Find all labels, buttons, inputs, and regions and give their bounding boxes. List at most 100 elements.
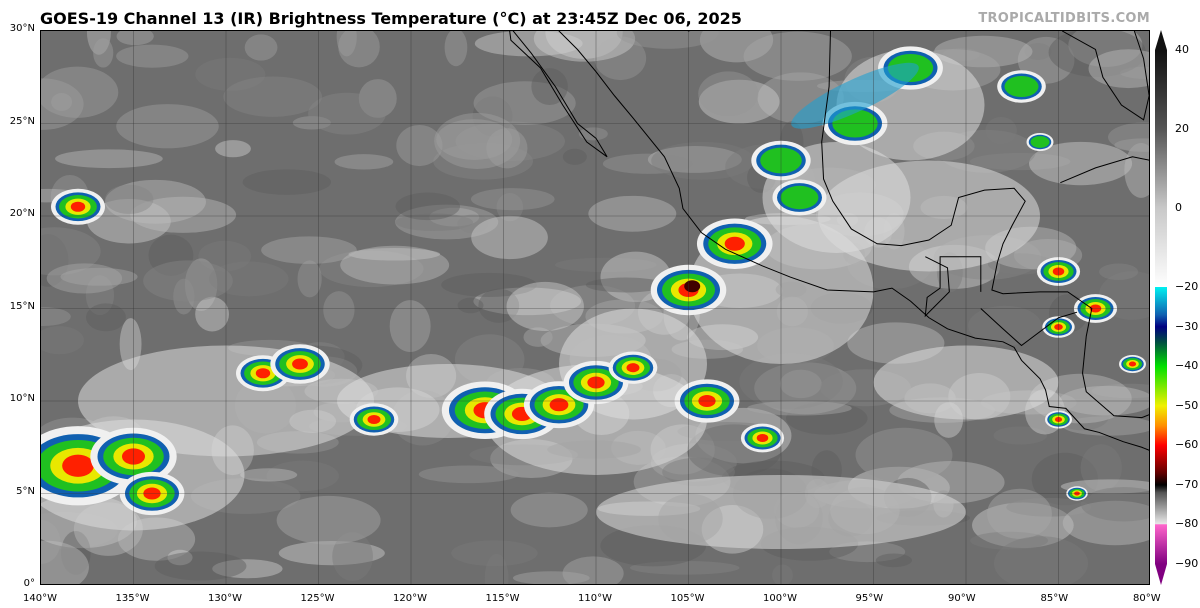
- cloud-texture: [545, 31, 623, 59]
- cloud-texture: [647, 146, 742, 173]
- cloud-texture: [41, 540, 89, 584]
- cloud-texture: [276, 495, 381, 545]
- longitude-label: 100°W: [763, 593, 797, 604]
- cloud-texture: [934, 35, 1033, 68]
- coastline: [821, 31, 1149, 419]
- cloud-texture: [336, 31, 357, 57]
- convective-cell: [696, 218, 773, 269]
- latitude-label: 5°N: [16, 485, 35, 497]
- colorbar-extend-top: [1155, 30, 1167, 50]
- coastline: [509, 31, 608, 158]
- cloud-texture: [1028, 141, 1133, 186]
- cloud-texture: [779, 369, 822, 399]
- colorbar-tick-label: −40: [1175, 359, 1199, 373]
- cloud-red: [756, 433, 769, 443]
- cloud-texture: [987, 488, 1052, 539]
- cloud-texture: [629, 560, 740, 575]
- cloud-texture: [212, 559, 283, 579]
- cloud-texture: [85, 303, 126, 332]
- colorbar-tick-label: 0: [1175, 201, 1182, 215]
- cloud-texture: [395, 192, 461, 221]
- cloud-texture: [41, 66, 119, 118]
- cloud-texture: [486, 128, 528, 169]
- cloud-texture: [512, 571, 590, 584]
- cloud-darkred: [684, 280, 701, 293]
- cloud-texture: [240, 468, 298, 482]
- latitude-label: 15°N: [9, 300, 35, 312]
- cloud-texture: [484, 553, 509, 584]
- cloud-texture: [433, 142, 534, 180]
- cloud-texture: [266, 460, 339, 492]
- colorbar: [1155, 30, 1167, 585]
- cloud-texture: [332, 532, 373, 581]
- coastline: [1060, 156, 1149, 184]
- cloud-texture: [993, 536, 1089, 584]
- cloud-texture: [130, 196, 237, 233]
- cloud-red: [292, 358, 308, 370]
- cloud-texture: [85, 275, 115, 316]
- cloud-texture: [455, 121, 565, 162]
- cloud-texture: [358, 79, 397, 118]
- cloud-texture: [334, 154, 394, 170]
- cloud-texture: [41, 234, 69, 287]
- cloud-texture: [772, 564, 793, 584]
- cloud-texture: [585, 277, 666, 293]
- cloud-texture: [987, 253, 1053, 275]
- cloud-texture: [261, 236, 357, 264]
- cloud-texture: [1114, 138, 1149, 152]
- cloud-texture: [429, 207, 480, 227]
- cloud-texture: [444, 31, 468, 67]
- latitude-label: 0°: [23, 578, 35, 589]
- cloud-texture: [942, 48, 980, 62]
- cloud-texture: [104, 184, 154, 214]
- cloud-texture: [855, 427, 953, 483]
- coastline: [980, 308, 1078, 347]
- latitude-label: 20°N: [9, 208, 35, 219]
- cloud-texture: [143, 260, 233, 302]
- credit-watermark: TROPICALTIDBITS.COM: [978, 11, 1150, 26]
- cloud-texture: [223, 76, 323, 117]
- cloud-texture: [105, 179, 206, 224]
- cloud-texture: [785, 402, 868, 435]
- cloud-texture: [698, 79, 780, 124]
- cloud-texture: [292, 116, 331, 130]
- cloud-texture: [829, 541, 906, 563]
- longitude-label: 115°W: [485, 593, 520, 604]
- convective-cell: [740, 423, 785, 453]
- cloud-texture: [242, 169, 332, 195]
- cloud-texture: [523, 327, 553, 347]
- longitude-label: 120°W: [393, 593, 427, 604]
- cloud-texture: [968, 305, 1042, 346]
- cloud-red: [70, 201, 86, 212]
- cloud-texture: [470, 188, 555, 211]
- cloud-texture: [588, 195, 677, 232]
- cloud-green: [1004, 75, 1039, 98]
- colorbar-tick-label: −90: [1175, 557, 1199, 570]
- cloud-texture: [338, 31, 380, 68]
- convective-cell: [1119, 355, 1146, 373]
- cloud-red: [255, 368, 271, 379]
- cloud-texture: [969, 152, 1071, 171]
- cloud-texture: [1124, 142, 1149, 198]
- map-title: GOES-19 Channel 13 (IR) Brightness Tempe…: [40, 9, 742, 28]
- cloud-texture: [319, 250, 424, 288]
- coastline: [1061, 31, 1149, 121]
- colorbar-tick-label: −20: [1175, 280, 1199, 294]
- cloud-red: [62, 454, 94, 477]
- cloud-texture: [116, 44, 189, 68]
- cloud-texture: [278, 541, 385, 566]
- cloud-texture: [472, 96, 513, 137]
- cloud-texture: [116, 104, 219, 149]
- longitude-label: 140°W: [23, 593, 57, 604]
- cloud-cyan: [791, 62, 919, 129]
- longitude-label: 110°W: [578, 593, 612, 604]
- convective-cell: [51, 188, 105, 225]
- cloud-texture: [308, 92, 386, 135]
- cloud-texture: [993, 426, 1048, 445]
- coastline: [558, 31, 1149, 451]
- cloud-texture: [87, 198, 171, 244]
- cloud-texture: [1099, 263, 1139, 281]
- cloud-texture: [323, 291, 355, 329]
- map-canvas: [41, 31, 1149, 584]
- cloud-texture: [60, 267, 138, 286]
